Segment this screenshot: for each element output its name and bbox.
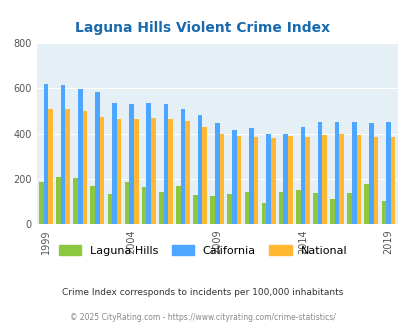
Bar	[193, 195, 197, 224]
Bar	[95, 92, 99, 224]
Bar	[176, 186, 180, 224]
Bar	[65, 109, 70, 224]
Bar	[305, 137, 309, 224]
Bar	[390, 137, 394, 224]
Bar	[78, 89, 82, 224]
Legend: Laguna Hills, California, National: Laguna Hills, California, National	[54, 241, 351, 260]
Bar	[339, 134, 343, 224]
Bar	[185, 121, 190, 224]
Bar	[134, 119, 138, 224]
Bar	[346, 193, 351, 224]
Bar	[202, 127, 207, 224]
Bar	[219, 134, 224, 224]
Bar	[73, 178, 78, 224]
Bar	[373, 137, 377, 224]
Bar	[231, 130, 236, 224]
Bar	[385, 122, 390, 224]
Bar	[249, 128, 253, 224]
Bar	[48, 109, 53, 224]
Text: Laguna Hills Violent Crime Index: Laguna Hills Violent Crime Index	[75, 21, 330, 35]
Bar	[82, 111, 87, 224]
Bar	[117, 119, 121, 224]
Bar	[351, 122, 356, 224]
Bar	[283, 134, 287, 224]
Bar	[312, 193, 317, 224]
Bar	[244, 191, 249, 224]
Bar	[61, 85, 65, 224]
Bar	[44, 84, 48, 224]
Bar	[270, 138, 275, 224]
Bar	[197, 115, 202, 224]
Bar	[107, 194, 112, 224]
Bar	[112, 103, 117, 224]
Bar	[180, 109, 185, 224]
Bar	[90, 186, 95, 224]
Bar	[124, 182, 129, 224]
Bar	[295, 190, 300, 224]
Bar	[158, 191, 163, 224]
Bar	[329, 199, 334, 224]
Bar	[278, 191, 283, 224]
Bar	[322, 135, 326, 224]
Bar	[317, 122, 322, 224]
Bar	[141, 187, 146, 224]
Bar	[56, 177, 61, 224]
Bar	[146, 103, 151, 224]
Bar	[210, 196, 214, 224]
Bar	[168, 119, 173, 224]
Bar	[368, 123, 373, 224]
Bar	[129, 104, 134, 224]
Bar	[364, 183, 368, 224]
Bar	[253, 137, 258, 224]
Bar	[334, 122, 339, 224]
Bar	[356, 135, 360, 224]
Bar	[287, 136, 292, 224]
Bar	[99, 116, 104, 224]
Bar	[266, 134, 270, 224]
Text: Crime Index corresponds to incidents per 100,000 inhabitants: Crime Index corresponds to incidents per…	[62, 287, 343, 297]
Bar	[151, 118, 155, 224]
Bar	[261, 203, 266, 224]
Bar	[39, 182, 44, 224]
Bar	[163, 104, 168, 224]
Bar	[236, 136, 241, 224]
Text: © 2025 CityRating.com - https://www.cityrating.com/crime-statistics/: © 2025 CityRating.com - https://www.city…	[70, 313, 335, 322]
Bar	[300, 127, 305, 224]
Bar	[214, 123, 219, 224]
Bar	[381, 201, 385, 224]
Bar	[227, 194, 231, 224]
